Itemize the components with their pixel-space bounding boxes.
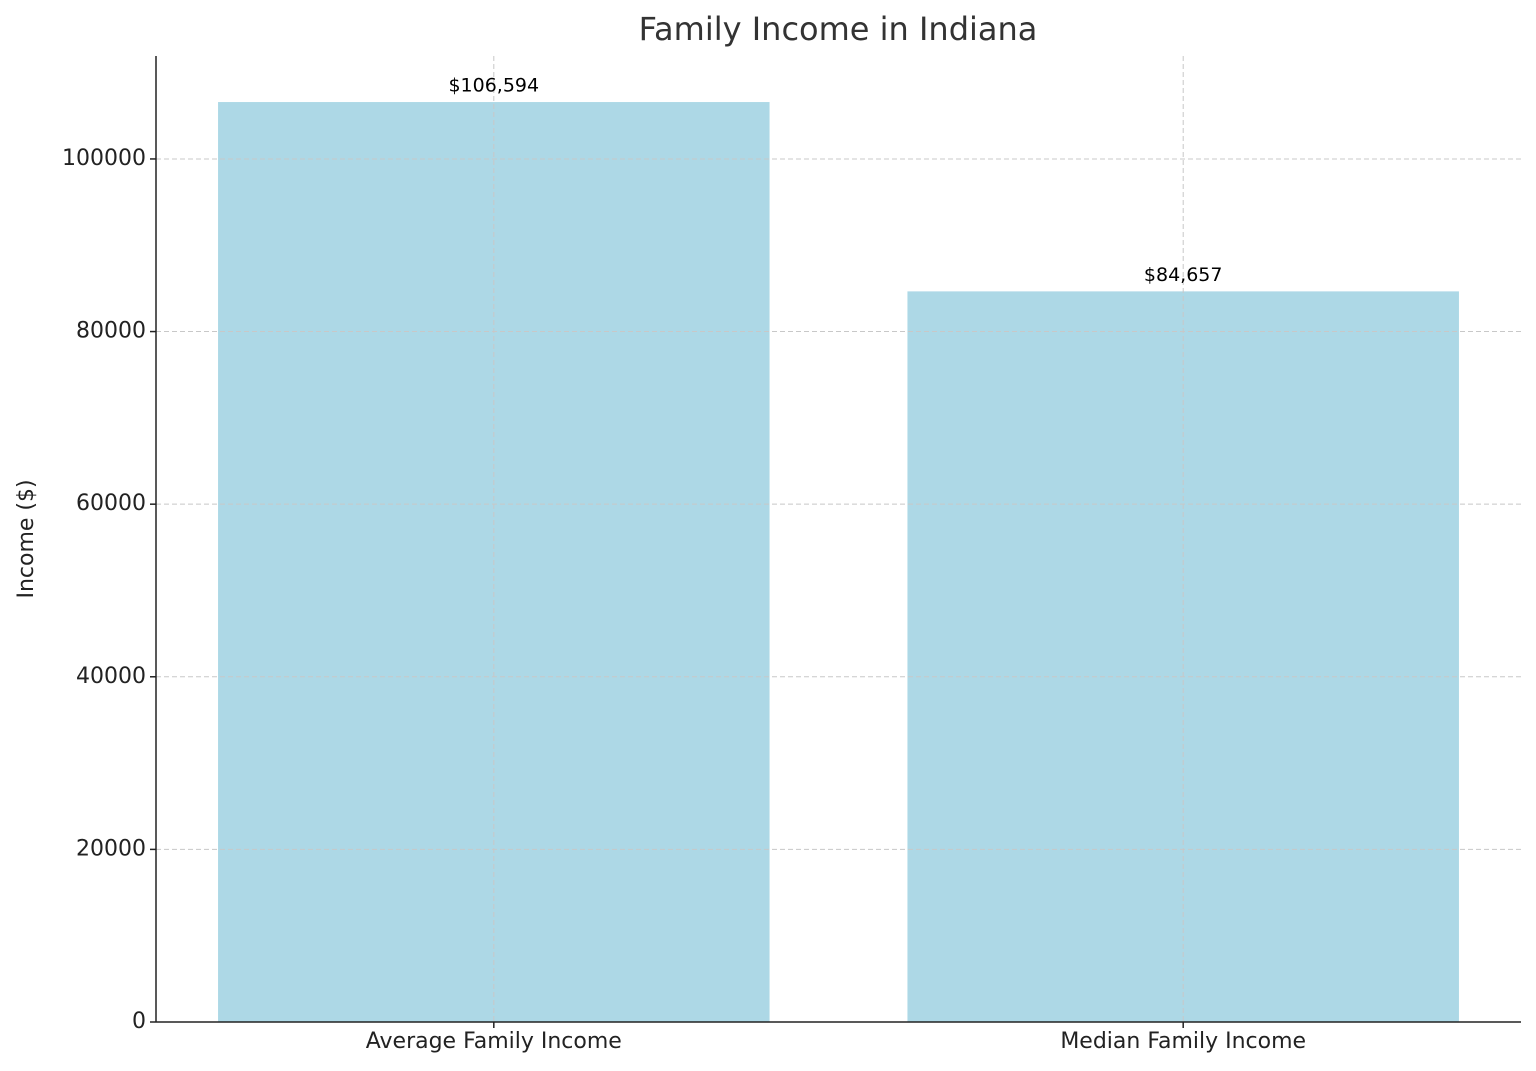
x-tick-label: Median Family Income (1060, 1029, 1306, 1054)
y-tick-label: 20000 (76, 836, 146, 861)
y-tick-label: 80000 (76, 319, 146, 344)
chart-title: Family Income in Indiana (639, 10, 1038, 48)
x-tick-label: Average Family Income (366, 1029, 622, 1054)
y-tick-label: 0 (132, 1009, 146, 1034)
y-tick-label: 60000 (76, 491, 146, 516)
value-label: $84,657 (1144, 264, 1223, 286)
y-tick-label: 40000 (76, 664, 146, 689)
y-axis-label: Income ($) (14, 479, 39, 598)
y-tick-label: 100000 (62, 146, 146, 171)
value-label: $106,594 (448, 75, 539, 97)
